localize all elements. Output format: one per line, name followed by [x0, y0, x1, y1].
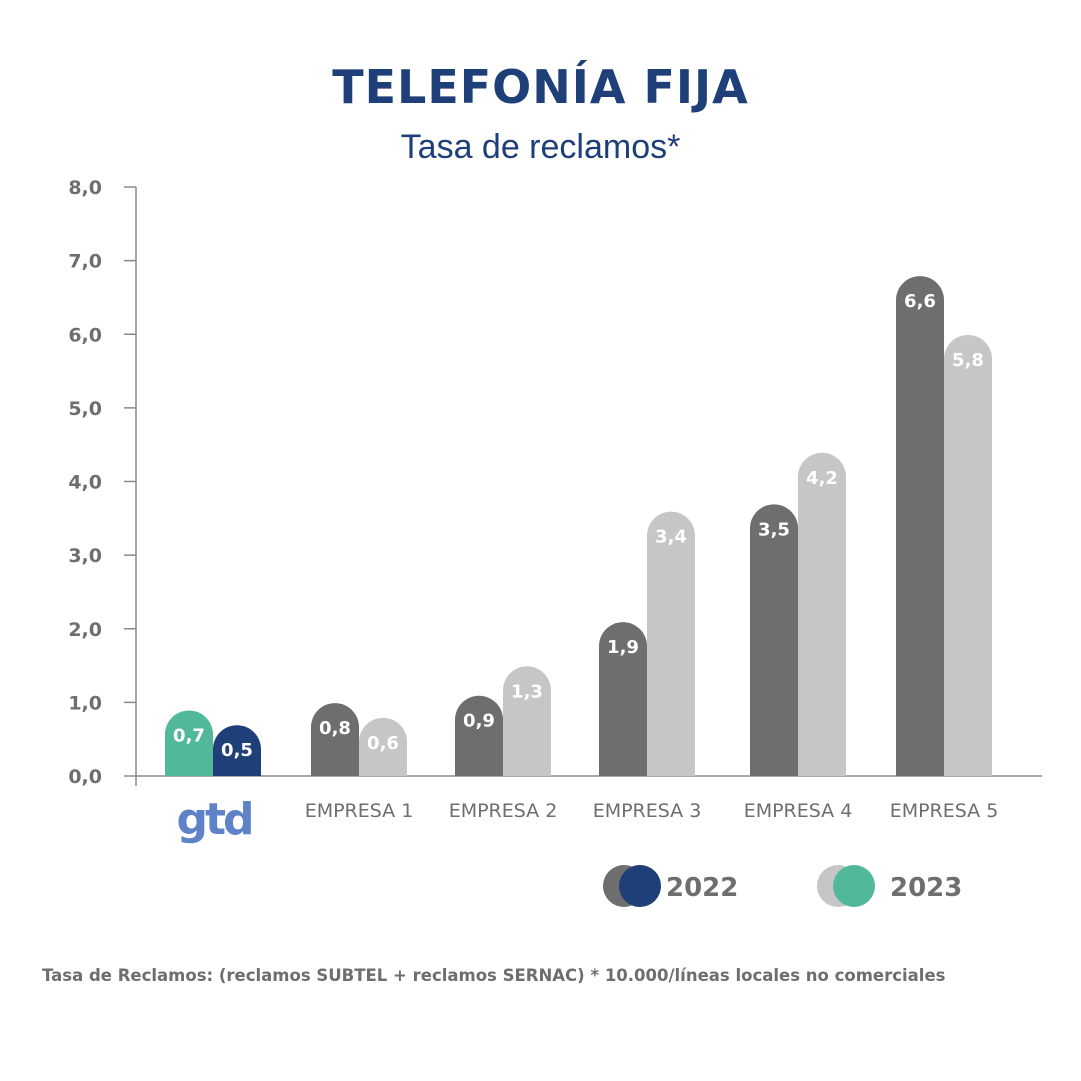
data-label-2022: 0,5	[221, 740, 253, 761]
bar-2022-empresa-3	[599, 622, 647, 776]
legend-swatch-2023-front	[833, 865, 875, 907]
bar-2022-empresa-2	[455, 695, 503, 776]
chart-title: TELEFONÍA FIJA	[332, 60, 749, 114]
category-label: EMPRESA 4	[744, 800, 853, 822]
bar-2023-empresa-4	[798, 452, 846, 776]
bar-2023-empresa-1	[359, 717, 407, 776]
y-tick-label: 8,0	[68, 177, 102, 199]
data-label-2023: 0,6	[367, 733, 399, 754]
y-tick-label: 3,0	[68, 545, 102, 567]
bar-2023-empresa-2	[503, 666, 551, 776]
data-label-2022: 6,6	[904, 291, 936, 312]
y-tick-label: 2,0	[68, 619, 102, 641]
bar-2022-empresa-5	[896, 276, 945, 776]
legend-label-2022: 2022	[666, 873, 738, 903]
bar-2023-empresa-5	[944, 334, 992, 776]
data-label-2023: 0,7	[173, 725, 205, 746]
footnote: Tasa de Reclamos: (reclamos SUBTEL + rec…	[42, 966, 946, 985]
chart-legend: 2022 2023	[603, 865, 962, 907]
bar-2022-gtd	[213, 725, 261, 776]
category-labels: gtd EMPRESA 1 EMPRESA 2 EMPRESA 3 EMPRESA 4 E…	[176, 794, 998, 845]
chart-axes: 0,0 1,0 2,0 3,0 4,0 5,0 6,0 7,0 8,0	[68, 177, 1042, 788]
bar-2022-empresa-1	[311, 703, 359, 776]
data-label-2023: 5,8	[952, 350, 984, 371]
bar-2023-gtd	[165, 710, 213, 776]
data-label-2022: 0,9	[463, 711, 495, 732]
data-label-2023: 3,4	[655, 527, 687, 548]
y-tick-label: 1,0	[68, 692, 102, 714]
y-tick-label: 7,0	[68, 251, 102, 273]
data-label-2022: 1,9	[607, 637, 639, 658]
data-label-2023: 1,3	[511, 681, 543, 702]
legend-swatch-2022-front	[619, 865, 661, 907]
chart-bars: 0,7 0,5 0,8 0,6 0,9 1,3 1,9 3,4 3,5 4,2 6,6 5,8	[165, 276, 992, 776]
bar-2023-empresa-3	[647, 511, 695, 776]
category-label: EMPRESA 1	[305, 800, 414, 822]
data-label-2023: 4,2	[806, 468, 838, 489]
category-label: EMPRESA 3	[593, 800, 702, 822]
data-label-2022: 3,5	[758, 519, 790, 540]
data-label-2022: 0,8	[319, 718, 351, 739]
legend-label-2023: 2023	[890, 873, 962, 903]
bar-2022-empresa-4	[750, 504, 798, 776]
y-tick-label: 6,0	[68, 324, 102, 346]
y-tick-label: 4,0	[68, 472, 102, 494]
y-tick-label: 0,0	[68, 766, 102, 788]
category-label: EMPRESA 2	[449, 800, 558, 822]
y-tick-label: 5,0	[68, 398, 102, 420]
gtd-logo: gtd	[176, 794, 251, 845]
chart-subtitle: Tasa de reclamos*	[400, 128, 681, 166]
category-label: EMPRESA 5	[890, 800, 999, 822]
